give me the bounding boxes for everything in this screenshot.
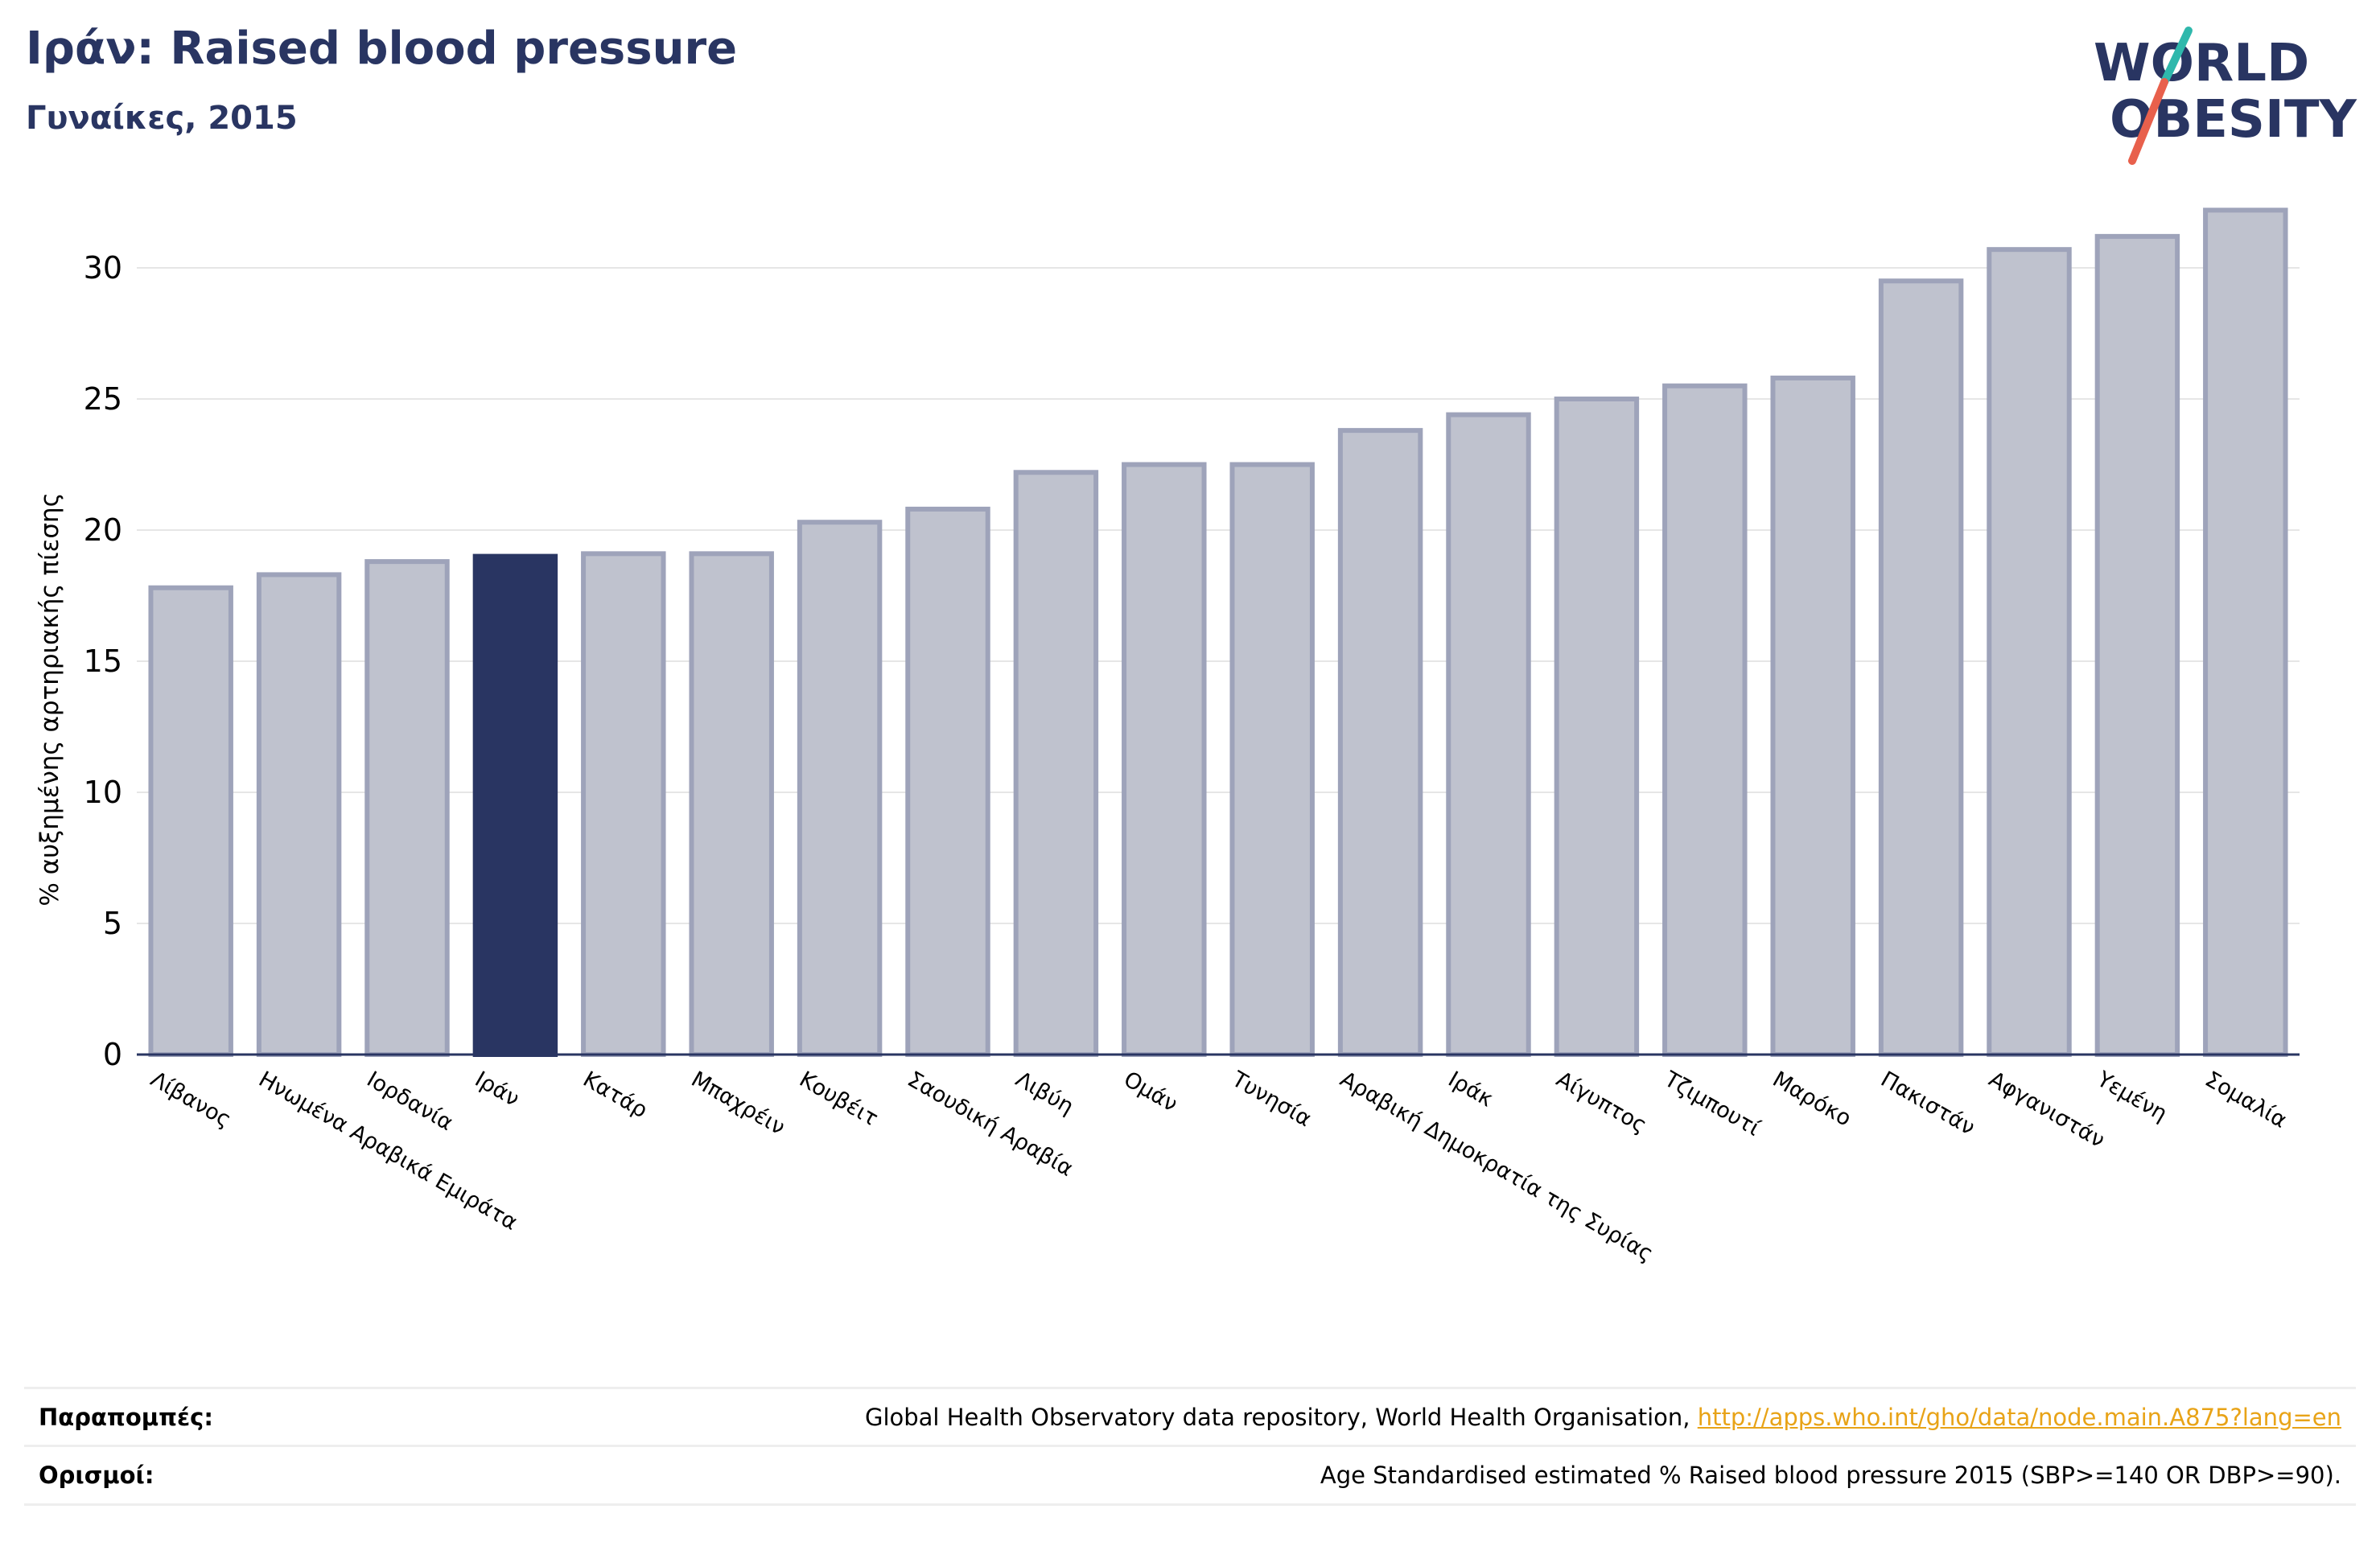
x-tick-label: Τυνησία [1227,1067,1316,1133]
y-tick-label: 20 [84,512,122,548]
x-tick-label: Κατάρ [579,1067,652,1123]
bar [2203,208,2288,1057]
x-tick-label: Λιβύη [1011,1067,1078,1120]
y-tick-label: 10 [84,775,122,810]
y-axis-title: % αυξημένης αρτηριακής πίεσης [35,492,64,907]
references-label: Παραπομπές: [39,1404,213,1431]
bar [1446,412,1531,1057]
bar [1122,462,1207,1057]
bar [1662,383,1748,1057]
bar [256,572,342,1057]
bar [689,551,774,1057]
y-tick-label: 15 [84,644,122,679]
bar [905,506,990,1057]
y-tick-label: 30 [84,250,122,286]
definitions-value: Age Standardised estimated % Raised bloo… [1320,1462,2341,1489]
x-tick-label: Τζιμπουτί [1659,1067,1764,1141]
x-tick-label: Σομαλία [2201,1067,2291,1133]
footer-references-row: Παραπομπές: Global Health Observatory da… [24,1387,2356,1445]
page-title: Ιράν: Raised blood pressure [26,23,738,75]
x-tick-label: Ιράν [471,1067,524,1112]
x-tick-label: Λίβανος [146,1067,236,1133]
bar-chart: 0 5 10 15 20 25 30 % αυξημένης αρτηριακής πίεση… [35,208,2300,1267]
bar [2094,233,2180,1057]
bar [1229,462,1315,1057]
x-tick-label: Υεμένη [2092,1067,2172,1127]
logo-slash-red [2128,78,2168,165]
x-tick-label: Αίγυπτος [1552,1067,1651,1138]
bar [1878,278,1964,1057]
y-tick-label: 5 [103,906,122,941]
bar [1770,375,1855,1058]
references-text: Global Health Observatory data repositor… [864,1404,1698,1431]
bar [472,553,558,1057]
x-tick-label: Ιορδανία [363,1067,458,1136]
y-tick-label: 25 [84,381,122,417]
x-tick-label: Κουβέιτ [795,1067,882,1131]
bar [797,520,883,1057]
footer-definitions-row: Ορισμοί: Age Standardised estimated % Ra… [24,1445,2356,1506]
logo-slash-teal [2160,27,2193,86]
bar [581,551,666,1057]
x-tick-label: Ιράκ [1444,1067,1498,1112]
bar [364,559,450,1057]
references-value: Global Health Observatory data repositor… [865,1404,2341,1431]
x-tick-label: Μπαχρέιν [687,1067,789,1140]
x-tick-label: Αφγανιστάν [1985,1067,2110,1153]
logo-line-1: WORLD [2094,34,2309,93]
y-tick-label: 0 [103,1037,122,1072]
world-obesity-logo: WORLD OBESITY [2094,27,2357,165]
bar [1554,397,1640,1057]
x-tick-label: Ομάν [1119,1067,1181,1117]
bar [1987,247,2072,1057]
bar [1337,428,1423,1057]
bar [148,585,233,1057]
x-tick-label: Μαρόκο [1769,1067,1855,1131]
x-tick-label: Πακιστάν [1876,1067,1979,1141]
bar [1013,470,1099,1057]
references-link[interactable]: http://apps.who.int/gho/data/node.main.A… [1697,1404,2341,1431]
page-subtitle: Γυναίκες, 2015 [26,100,298,137]
definitions-label: Ορισμοί: [39,1462,154,1489]
